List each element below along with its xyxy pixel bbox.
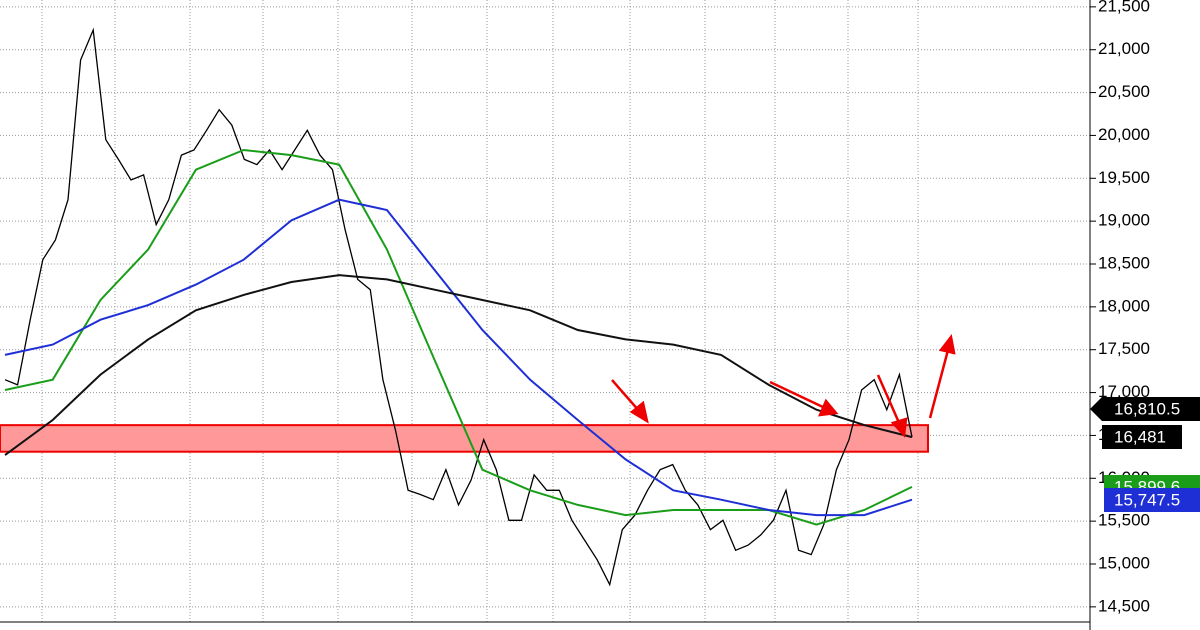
y-tick-label: 19,000 (1098, 211, 1150, 230)
annotation-arrows (611, 334, 956, 438)
y-tick-label: 15,500 (1098, 511, 1150, 530)
y-tick-label: 20,500 (1098, 82, 1150, 101)
y-tick-label: 19,500 (1098, 168, 1150, 187)
moving-average (4, 274, 913, 456)
grid (0, 0, 1090, 622)
price-line (4, 27, 913, 587)
y-tick-label: 14,500 (1098, 596, 1150, 615)
y-tick-label: 17,000 (1098, 382, 1150, 401)
y-tick-label: 17,500 (1098, 339, 1150, 358)
y-tick-label: 21,000 (1098, 39, 1150, 58)
price-label: 15,747.5 (1114, 490, 1180, 509)
y-tick-label: 18,000 (1098, 296, 1150, 315)
price-label: 16,481 (1114, 427, 1166, 446)
y-tick-label: 18,500 (1098, 253, 1150, 272)
price-tag (1104, 488, 1200, 512)
price-tag (1090, 397, 1200, 421)
price-label: 16,810.5 (1114, 399, 1180, 418)
moving-average (4, 148, 913, 526)
moving-average (4, 198, 913, 517)
y-tick-label: 15,000 (1098, 553, 1150, 572)
price-tag (1102, 425, 1182, 449)
y-tick-label: 21,500 (1098, 0, 1150, 15)
y-tick-label: 20,000 (1098, 125, 1150, 144)
